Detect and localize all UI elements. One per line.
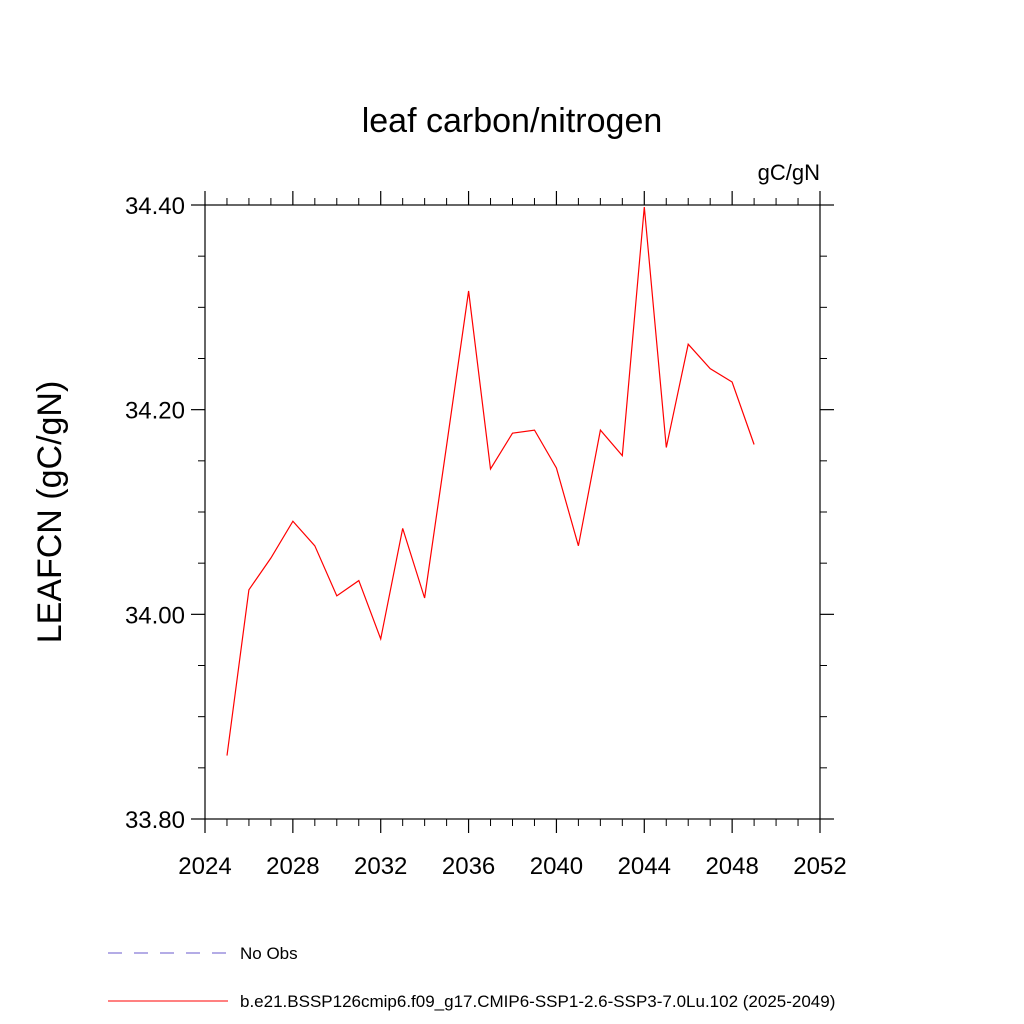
- series-line: [226, 206, 755, 756]
- axis-ticks: [191, 191, 834, 833]
- legend-label: No Obs: [240, 944, 298, 963]
- units-label: gC/gN: [758, 160, 820, 185]
- legend-label: b.e21.BSSP126cmip6.f09_g17.CMIP6-SSP1-2.…: [240, 992, 835, 1011]
- data-point: [379, 637, 382, 640]
- data-point: [225, 754, 228, 757]
- plot-frame: [204, 204, 821, 820]
- legend: No Obs b.e21.BSSP126cmip6.f09_g17.CMIP6-S…: [108, 944, 835, 1011]
- y-tick-label: 33.80: [125, 807, 185, 834]
- y-axis-label: LEAFCN (gC/gN): [31, 381, 69, 644]
- data-point: [599, 429, 602, 432]
- data-point: [335, 594, 338, 597]
- x-tick-label: 2044: [618, 853, 671, 880]
- x-tick-label: 2048: [705, 853, 758, 880]
- data-point: [577, 544, 580, 547]
- y-tick-label: 34.40: [125, 193, 185, 220]
- data-point: [533, 429, 536, 432]
- data-point: [731, 381, 734, 384]
- series-group: [225, 206, 756, 757]
- x-tick-label: 2036: [442, 853, 495, 880]
- data-point: [291, 520, 294, 523]
- axis-tick-labels: 2024 2028 2032 2036 2040 2044 2048 2052 33.80 34.…: [125, 193, 847, 880]
- data-point: [269, 557, 272, 560]
- data-point: [621, 454, 624, 457]
- data-point: [313, 544, 316, 547]
- data-point: [753, 443, 756, 446]
- data-point: [687, 343, 690, 346]
- x-tick-label: 2040: [530, 853, 583, 880]
- data-point: [643, 206, 646, 209]
- x-tick-label: 2032: [354, 853, 407, 880]
- data-point: [467, 289, 470, 292]
- data-point: [555, 466, 558, 469]
- data-point: [247, 588, 250, 591]
- data-point: [423, 596, 426, 599]
- data-point: [489, 468, 492, 471]
- data-point: [357, 579, 360, 582]
- data-point: [445, 444, 448, 447]
- x-tick-label: 2028: [266, 853, 319, 880]
- data-point: [665, 446, 668, 449]
- y-tick-label: 34.20: [125, 398, 185, 425]
- y-tick-label: 34.00: [125, 602, 185, 629]
- data-point: [401, 527, 404, 530]
- data-point: [511, 432, 514, 435]
- chart-title: leaf carbon/nitrogen: [362, 102, 663, 140]
- data-point: [709, 367, 712, 370]
- x-tick-label: 2024: [178, 853, 231, 880]
- x-tick-label: 2052: [793, 853, 846, 880]
